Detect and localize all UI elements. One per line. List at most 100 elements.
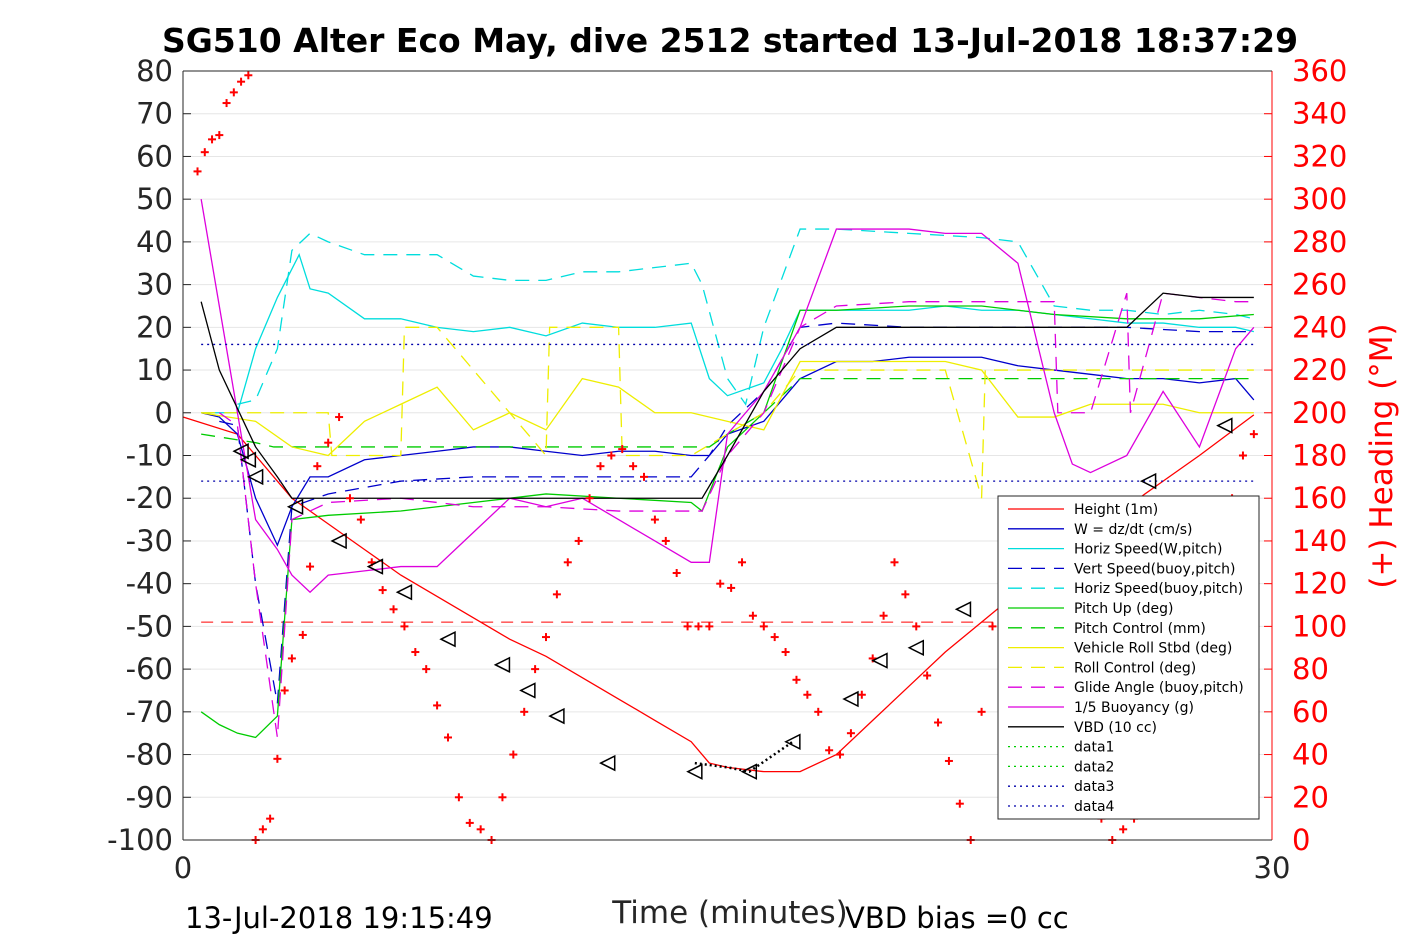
heading-point [683, 622, 692, 631]
triangle-marker [686, 763, 703, 780]
y-right-tick-label: 200 [1292, 396, 1347, 430]
legend-entry-8: Roll Control (deg) [1074, 660, 1196, 676]
triangle-marker [599, 754, 616, 772]
heading-point [934, 718, 943, 727]
triangle-marker [784, 733, 801, 750]
heading-point [498, 793, 507, 802]
heading-point [280, 686, 289, 695]
y-right-tick-label: 140 [1292, 524, 1347, 558]
heading-point [345, 494, 354, 503]
heading-point [237, 77, 246, 86]
heading-point [672, 568, 681, 577]
heading-point [650, 515, 659, 524]
heading-point [244, 71, 253, 80]
y-left-tick-label: -70 [126, 695, 173, 729]
heading-point [912, 622, 921, 631]
y-right-tick-label: 340 [1292, 97, 1347, 131]
series-layer [182, 71, 1258, 844]
heading-point [1249, 430, 1258, 439]
legend-entry-0: Height (1m) [1074, 502, 1158, 518]
heading-point [378, 586, 387, 595]
heading-point [803, 690, 812, 699]
y-left-tick-label: -100 [107, 823, 173, 857]
heading-point [287, 654, 296, 663]
heading-point [552, 590, 561, 599]
heading-point [222, 99, 231, 108]
y-left-tick-label: 0 [155, 396, 173, 430]
y-right-tick-label: 20 [1292, 780, 1329, 814]
legend-entry-12: data1 [1074, 740, 1114, 756]
legend-entry-2: Horiz Speed(W,pitch) [1074, 542, 1222, 558]
legend-entry-6: Pitch Control (mm) [1074, 621, 1206, 637]
heading-point [454, 793, 463, 802]
heading-point [694, 622, 703, 631]
heading-point [836, 750, 845, 759]
triangle-marker [842, 690, 859, 708]
footer-vbd-bias: VBD bias =0 cc [845, 901, 1069, 935]
x-tick-label: 0 [174, 851, 192, 885]
y-right-tick-label: 220 [1292, 353, 1347, 387]
triangle-marker [740, 763, 758, 780]
heading-point [629, 462, 638, 471]
y-right-tick-label: 320 [1292, 139, 1347, 173]
heading-point [1238, 451, 1247, 460]
heading-point [607, 451, 616, 460]
y-right-tick-label: 40 [1292, 738, 1329, 772]
y-right-tick-label: 100 [1292, 609, 1347, 643]
heading-point [748, 611, 757, 620]
triangle-marker [548, 707, 565, 725]
heading-point [433, 701, 442, 710]
heading-point [389, 605, 398, 614]
heading-point [542, 633, 550, 642]
heading-point [846, 729, 855, 738]
y-left-tick-label: 50 [136, 182, 173, 216]
heading-point [955, 799, 964, 808]
triangle-marker [286, 498, 304, 515]
legend-entry-15: data4 [1074, 799, 1115, 815]
legend-entry-4: Horiz Speed(buoy,pitch) [1074, 581, 1243, 597]
y-right-tick-label: 0 [1292, 823, 1310, 857]
heading-point [923, 671, 932, 680]
heading-point [814, 707, 823, 716]
triangle-marker [246, 468, 264, 486]
heading-point [792, 675, 801, 684]
legend-entry-3: Vert Speed(buoy,pitch) [1074, 561, 1236, 577]
legend-box [997, 495, 1260, 820]
y-left-tick-label: 60 [136, 139, 173, 173]
series-line-10 [200, 199, 1255, 594]
heading-point [640, 472, 649, 481]
y-left-tick-label: -60 [126, 652, 173, 686]
y-left-tick-label: -90 [126, 780, 173, 814]
y-left-tick-label: 20 [136, 310, 173, 344]
heading-point [890, 558, 899, 567]
triangle-marker [871, 652, 888, 669]
heading-point [781, 648, 790, 657]
heading-point [901, 590, 910, 599]
heading-point [531, 665, 540, 674]
triangle-marker [395, 583, 413, 601]
y-right-tick-label: 360 [1292, 54, 1347, 88]
heading-point [509, 750, 518, 759]
heading-point [596, 462, 605, 471]
y-left-tick-label: -30 [126, 524, 173, 558]
y-right-tick-label: 280 [1292, 225, 1347, 259]
heading-point [770, 633, 779, 642]
heading-point [208, 135, 217, 144]
series-line-3 [219, 322, 1254, 704]
y-left-tick-label: 10 [136, 353, 173, 387]
y-left-tick-label: -20 [126, 481, 173, 515]
heading-point [324, 438, 333, 447]
heading-point [879, 611, 888, 620]
heading-point [258, 825, 267, 834]
triangle-marker [439, 630, 456, 648]
y-left-tick-label: 40 [136, 225, 173, 259]
y-left-tick-label: -80 [126, 738, 173, 772]
footer-timestamp: 13-Jul-2018 19:15:49 [185, 901, 493, 935]
y-right-tick-label: 240 [1292, 310, 1347, 344]
axes-layer: 80706050403020100-10-20-30-40-50-60-70-8… [107, 54, 1347, 885]
heading-point [356, 515, 365, 524]
chart-title: SG510 Alter Eco May, dive 2512 started 1… [162, 21, 1298, 60]
heading-point [738, 558, 747, 567]
legend-entry-14: data3 [1074, 779, 1114, 795]
